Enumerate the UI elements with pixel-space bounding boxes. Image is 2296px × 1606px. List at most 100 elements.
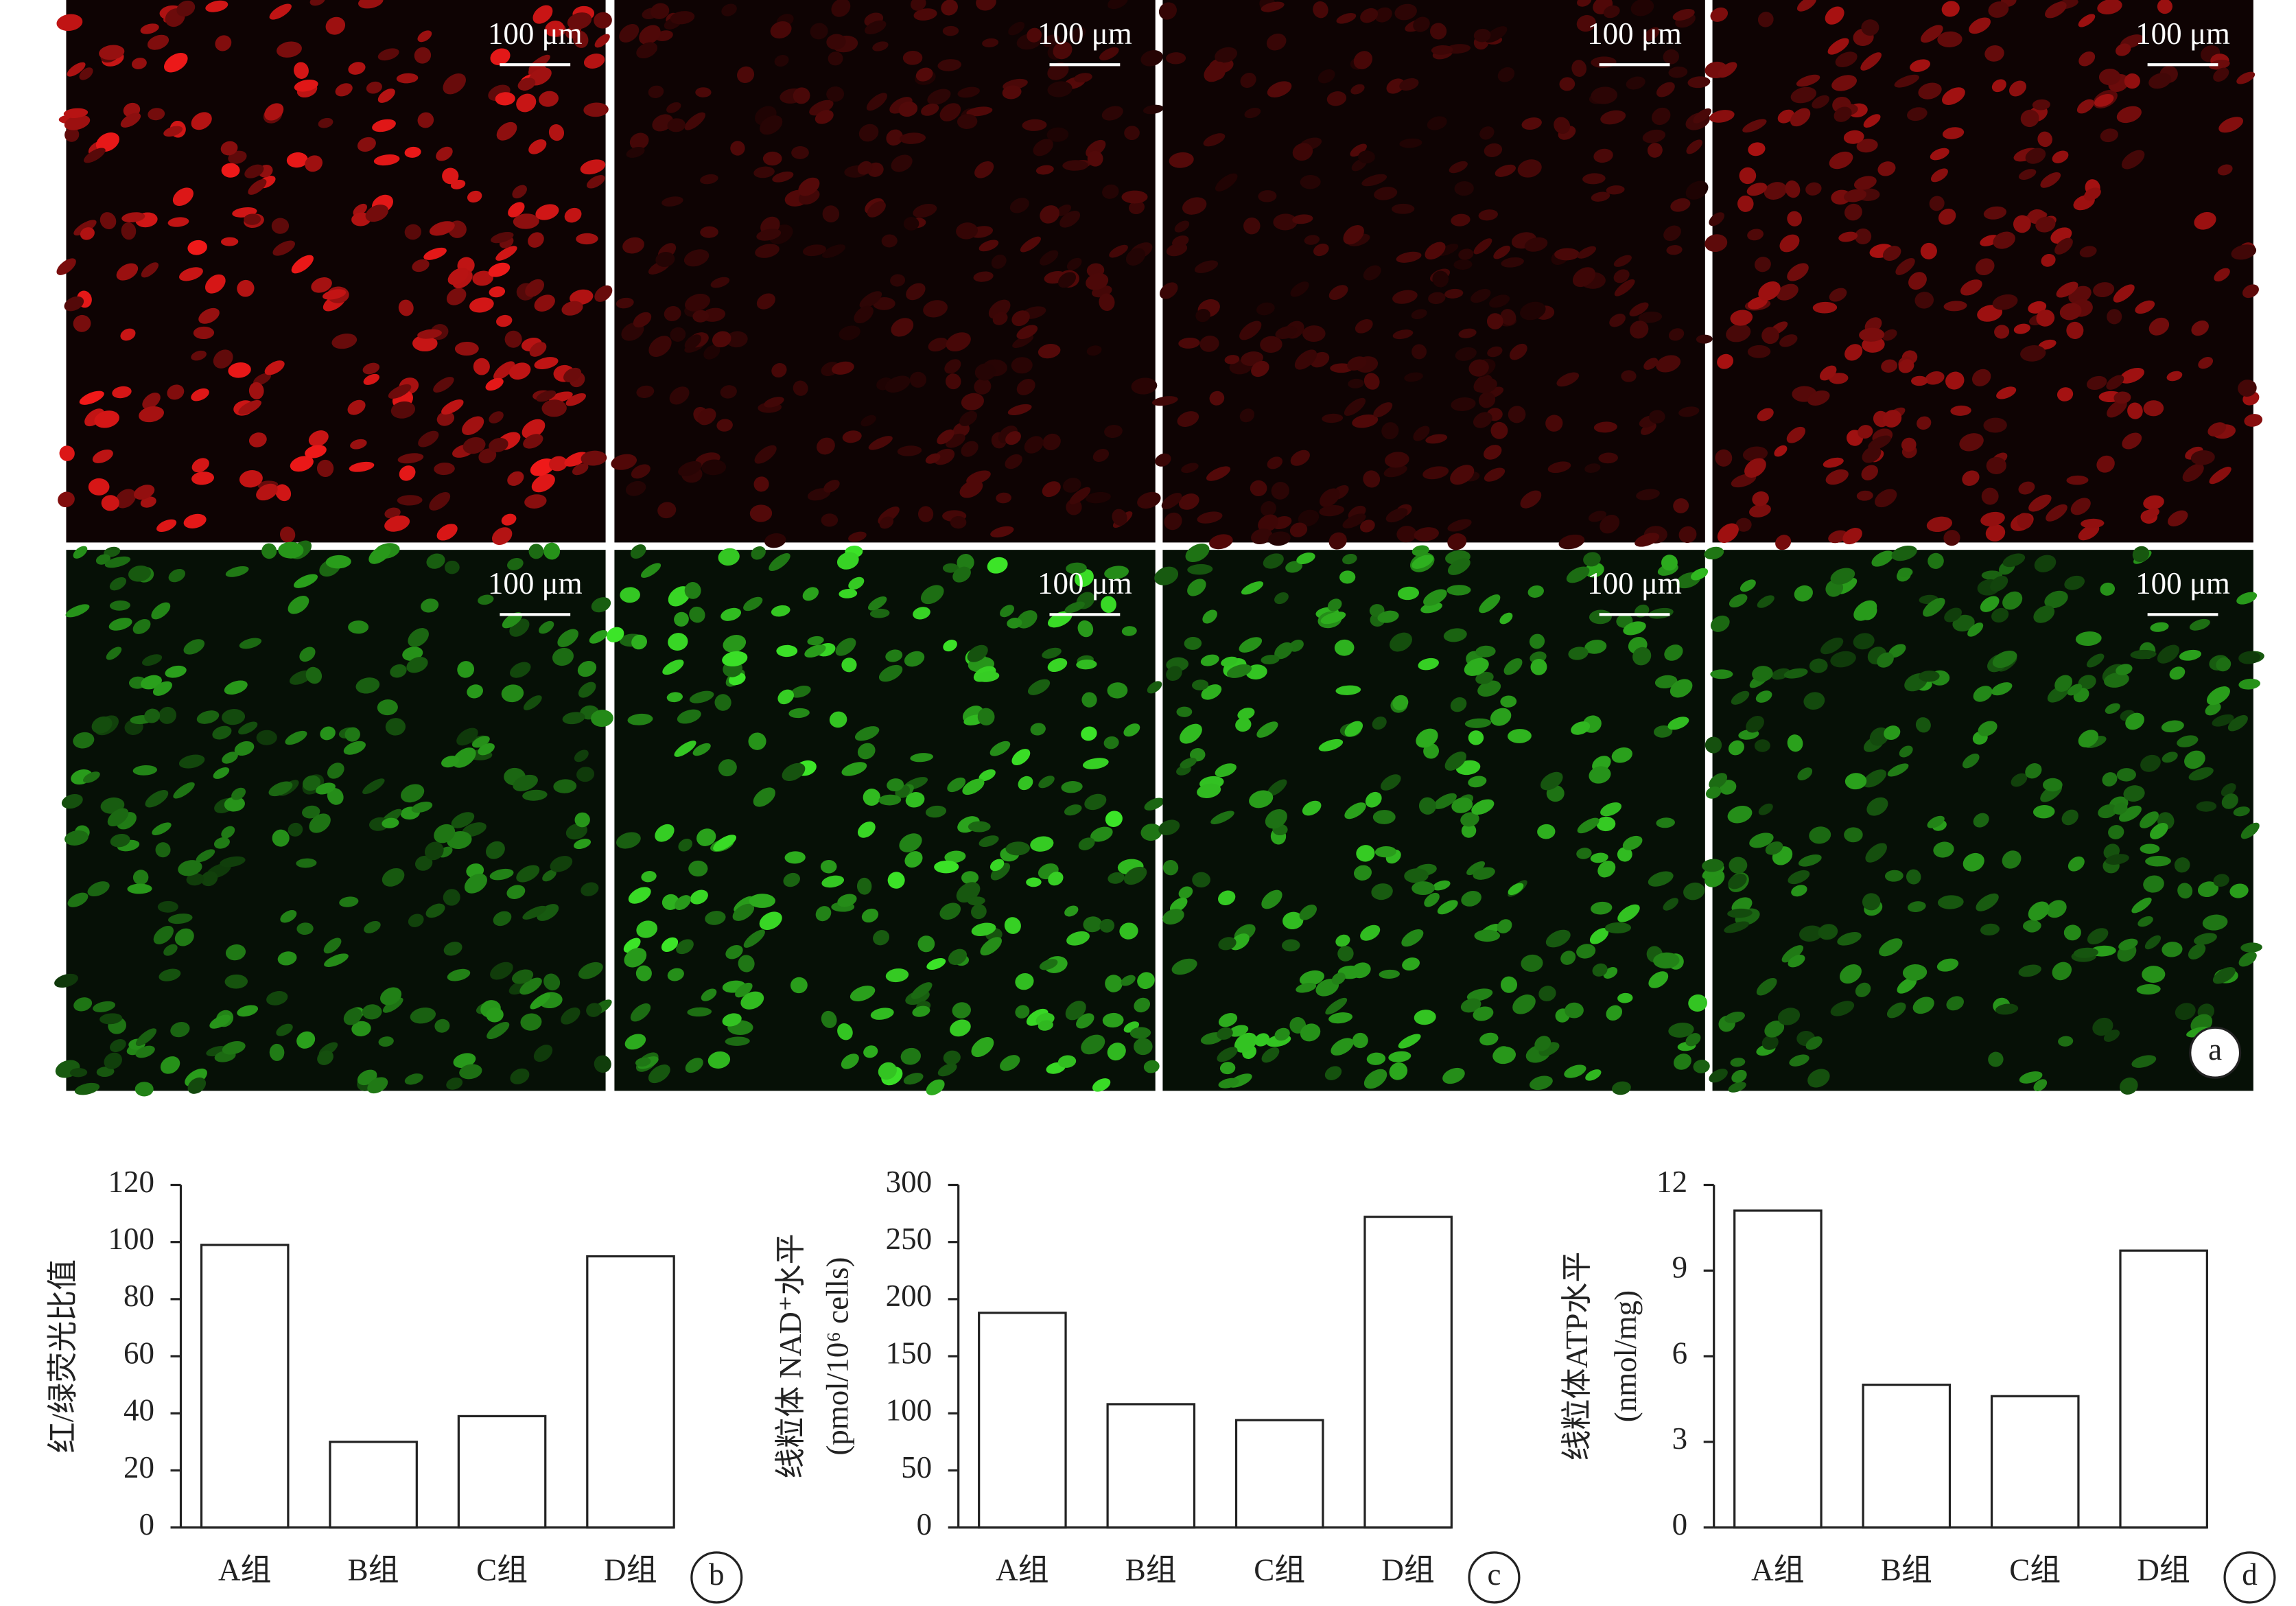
cell (1710, 7, 1729, 22)
cell (467, 190, 482, 203)
cell (1224, 355, 1240, 364)
cell (710, 277, 730, 288)
cell (1492, 1046, 1516, 1064)
cell (1859, 327, 1885, 342)
cell (841, 1054, 859, 1069)
cell (1779, 334, 1798, 347)
cell (179, 267, 203, 281)
cell (1129, 1027, 1151, 1039)
cell (1812, 301, 1838, 314)
cell (1239, 408, 1255, 423)
cell (454, 341, 479, 356)
cell (1642, 129, 1666, 143)
cell (148, 108, 165, 121)
cell (790, 977, 808, 994)
micrograph: 100 μm (1705, 0, 2263, 550)
cell (570, 289, 594, 305)
cell (502, 612, 523, 629)
cell (1461, 823, 1477, 838)
cell (2037, 131, 2052, 148)
cell (1757, 595, 1774, 608)
cell (839, 325, 860, 340)
cell (1996, 386, 2017, 399)
cell (1781, 945, 1804, 963)
cell (1861, 19, 1879, 36)
cell (441, 756, 460, 768)
cell (212, 725, 232, 740)
cell (971, 922, 996, 937)
cell (821, 1010, 837, 1028)
cell (2019, 1071, 2043, 1084)
cell (447, 268, 469, 286)
cell (272, 829, 290, 847)
cell (857, 743, 876, 760)
cell (749, 504, 773, 522)
cell (771, 363, 787, 378)
cell (1335, 934, 1350, 947)
cell (820, 859, 837, 874)
cell (865, 20, 887, 34)
cell (1920, 242, 1937, 259)
cell (299, 647, 316, 662)
cell (1656, 82, 1675, 97)
cell (1450, 697, 1467, 712)
cell (1143, 104, 1164, 115)
cell (635, 1057, 651, 1067)
cell (2108, 825, 2124, 839)
cell (860, 415, 876, 427)
cell (2231, 244, 2257, 260)
cell (513, 213, 539, 229)
cell (1458, 248, 1474, 260)
cell (533, 1045, 553, 1062)
cell (1918, 82, 1942, 100)
scale-bar-label: 100 μm (488, 16, 583, 51)
cell (2213, 67, 2229, 82)
cell (2182, 463, 2204, 482)
cell (920, 585, 944, 605)
cell (323, 289, 347, 300)
cell (2052, 962, 2072, 981)
cell (1796, 74, 1820, 87)
cell (1344, 397, 1366, 416)
cell (107, 808, 129, 827)
cell (854, 305, 874, 324)
cell (1673, 1054, 1691, 1070)
cell (944, 850, 966, 863)
cell (1372, 717, 1387, 730)
cell (296, 858, 317, 868)
cell (1591, 901, 1613, 915)
cell (1104, 425, 1123, 439)
cell (1143, 1060, 1160, 1073)
cell (1705, 736, 1722, 754)
cell (65, 127, 80, 142)
cell (982, 38, 999, 47)
cell (429, 491, 451, 511)
cell (1162, 859, 1179, 876)
cell (436, 411, 455, 426)
cell (447, 968, 471, 981)
cell (1038, 1020, 1053, 1031)
cell (887, 872, 905, 889)
cell (436, 146, 453, 161)
cell (861, 908, 879, 923)
cell (1907, 107, 1928, 121)
cell (1626, 76, 1645, 90)
cell (626, 147, 645, 158)
cell (1432, 270, 1449, 288)
cell (224, 974, 248, 989)
cell (872, 41, 889, 51)
cell (248, 178, 267, 195)
cell (2238, 678, 2261, 690)
cell (1324, 1066, 1342, 1080)
cell (1066, 931, 1090, 946)
cell (1667, 717, 1689, 730)
cell (496, 121, 517, 141)
cell (885, 649, 903, 662)
cell (743, 929, 765, 948)
cell (1038, 344, 1061, 359)
cell (974, 161, 994, 178)
cell (529, 342, 547, 357)
cell (1337, 946, 1354, 962)
cell (530, 458, 555, 476)
